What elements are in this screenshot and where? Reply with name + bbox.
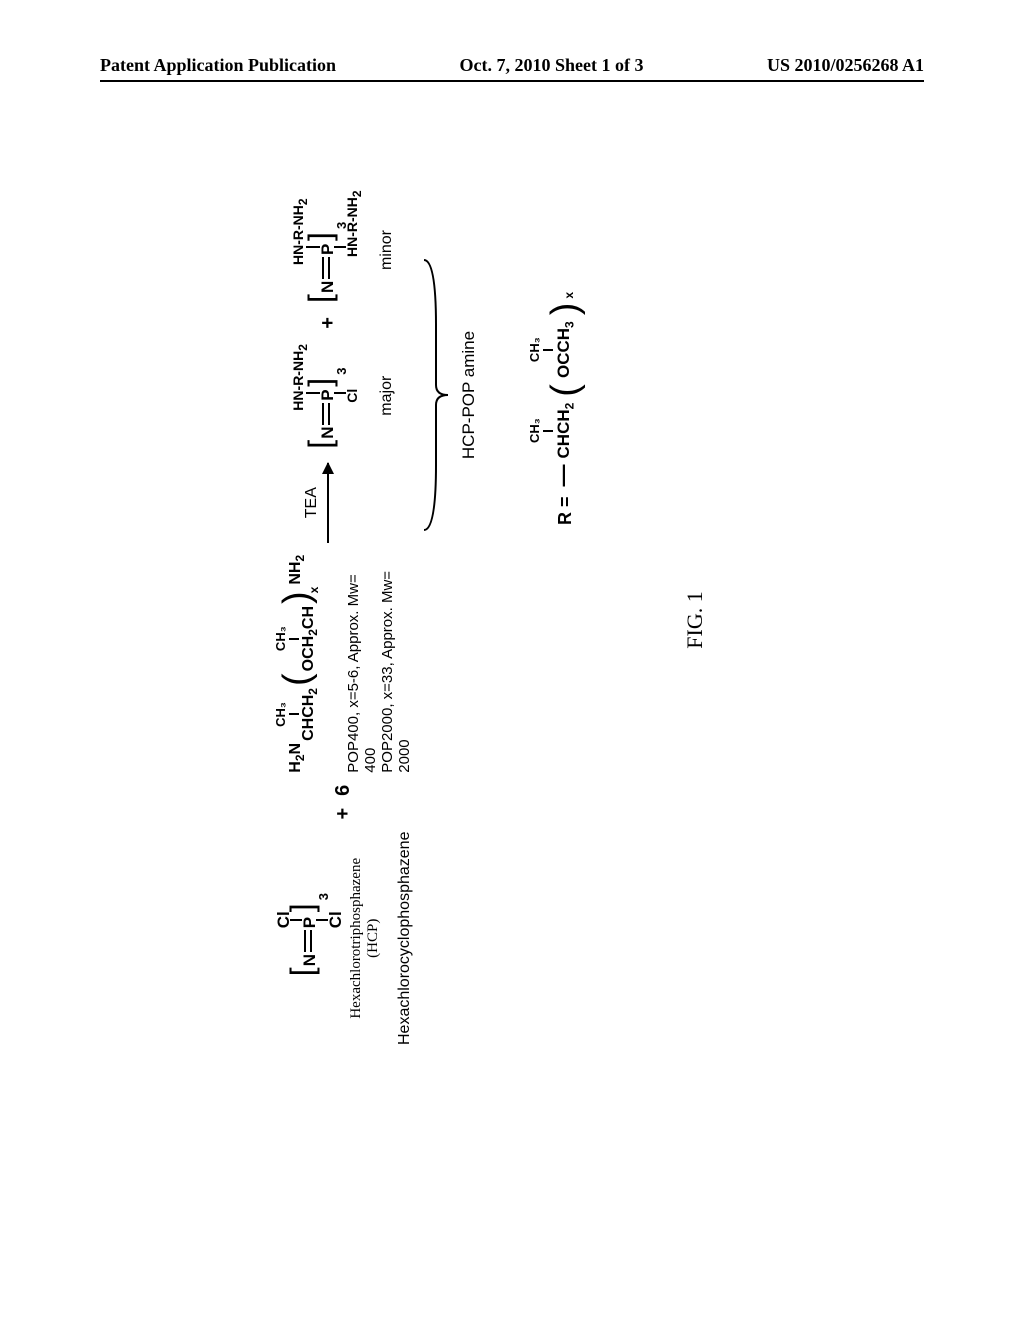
diamine-reactant: H2N CH₃CHCH2 ( CH₃OCH2CH ) x NH2 POP400,… xyxy=(273,555,412,773)
figure-caption: FIG. 1 xyxy=(682,591,708,648)
coeff-6: 6 xyxy=(332,785,355,796)
header-left: Patent Application Publication xyxy=(100,55,336,76)
header-rule xyxy=(100,80,924,82)
plus-2: + xyxy=(317,317,340,329)
header-mid: Oct. 7, 2010 Sheet 1 of 3 xyxy=(460,55,644,76)
page-header: Patent Application Publication Oct. 7, 2… xyxy=(0,55,1024,76)
r-group-definition: R = — CH₃CHCH2 ( CH₃OCCH3 ) x xyxy=(527,292,576,525)
header-right: US 2010/0256268 A1 xyxy=(767,55,924,76)
pop2000-line: POP2000, x=33, Approx. Mw= 2000 xyxy=(379,555,413,773)
reaction-scheme: [ N P Cl Cl ] 3 Hexachlorotriphosphazene… xyxy=(272,195,752,1045)
pop400-line: POP400, x=5-6, Approx. Mw= 400 xyxy=(345,555,379,773)
plus-1: + xyxy=(332,808,355,820)
product-minor: [ N P HN-R-NH2 HN-R-NH2 ] 3 minor xyxy=(290,195,396,305)
hcp-pop-label: HCP-POP amine xyxy=(459,255,479,535)
hcp-abbrev: (HCP) xyxy=(365,919,382,958)
rotated-figure: [ N P Cl Cl ] 3 Hexachlorotriphosphazene… xyxy=(62,108,962,1132)
minor-label: minor xyxy=(378,230,396,270)
arrow-label: TEA xyxy=(303,487,321,518)
major-label: major xyxy=(378,376,396,416)
product-major: [ N P HN-R-NH2 Cl ] 3 major xyxy=(290,341,396,451)
hcp-name2: Hexachlorocyclophosphazene xyxy=(396,832,414,1045)
product-brace: HCP-POP amine xyxy=(422,255,479,535)
hcp-name1: Hexachlorotriphosphazene xyxy=(348,858,365,1019)
reactant-hcp: [ N P Cl Cl ] 3 Hexachlorotriphosphazene… xyxy=(272,832,414,1045)
reaction-arrow: TEA xyxy=(327,463,329,543)
reaction-equation: [ N P Cl Cl ] 3 Hexachlorotriphosphazene… xyxy=(272,195,414,1045)
